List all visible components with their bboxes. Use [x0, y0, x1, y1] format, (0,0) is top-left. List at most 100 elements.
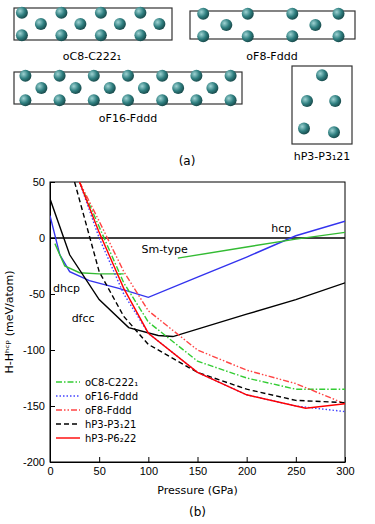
x-tick-label: 300	[336, 465, 354, 477]
atom	[225, 94, 237, 106]
panel-b: 0 50 100 150 200 250 300 -200 -150 -100 -50 0 50 Pres…	[3, 176, 355, 497]
series-line	[80, 182, 346, 389]
series-line	[50, 216, 345, 298]
figure: oC8-C222₁ oF8-Fddd oF16-Fddd hP3-P3₁21 (a) 0 5…	[0, 0, 375, 524]
x-tick-label: 200	[238, 465, 256, 477]
legend-swatch	[56, 395, 80, 396]
x-tick-label: 50	[94, 465, 106, 477]
y-tick-mark	[50, 350, 55, 351]
y-tick-mark	[50, 406, 55, 407]
atom	[206, 82, 218, 94]
x-tick-label: 0	[47, 465, 53, 477]
atom	[55, 7, 67, 19]
atom	[286, 8, 298, 20]
series-line	[80, 182, 346, 412]
x-tick: 50	[94, 457, 106, 477]
legend-swatch	[56, 437, 80, 438]
unit-cell	[292, 66, 352, 144]
structure: hP3-P3₁21	[292, 66, 352, 163]
atom	[35, 18, 47, 30]
y-axis-title: H-Hʰᶜᵖ (meV/atom)	[3, 270, 16, 373]
series-line	[80, 182, 346, 408]
x-axis: 0 50 100 150 200 250 300	[47, 457, 354, 477]
atom	[16, 7, 28, 19]
x-tick: 100	[140, 457, 158, 477]
atom	[286, 30, 298, 42]
atom	[190, 94, 202, 106]
atom	[54, 94, 66, 106]
atom	[316, 69, 328, 81]
atom	[104, 82, 116, 94]
atom	[88, 70, 100, 82]
x-tick-label: 250	[287, 465, 305, 477]
atom	[172, 82, 184, 94]
atom	[19, 94, 31, 106]
atom	[309, 19, 321, 31]
x-tick-mark	[247, 457, 248, 462]
curve-label: dhcp	[53, 282, 80, 295]
panel-label: (b)	[189, 505, 206, 519]
atom	[328, 126, 340, 138]
panel-a: oC8-C222₁ oF8-Fddd oF16-Fddd hP3-P3₁21	[14, 7, 355, 163]
series-line	[80, 182, 346, 404]
atom	[122, 94, 134, 106]
atom	[122, 70, 134, 82]
unit-cell	[14, 8, 172, 40]
atom	[298, 122, 310, 134]
unit-cell	[190, 11, 355, 39]
panel-label: (a)	[179, 154, 196, 168]
atom	[138, 82, 150, 94]
atom	[197, 30, 209, 42]
atom	[88, 94, 100, 106]
structure: oF8-Fddd	[190, 8, 355, 63]
atom	[134, 7, 146, 19]
x-tick-label: 150	[189, 465, 207, 477]
legend-swatch	[56, 423, 80, 424]
y-tick: -50	[29, 288, 55, 300]
y-tick-label: -50	[29, 288, 45, 300]
atom	[74, 18, 86, 30]
atom	[220, 19, 232, 31]
x-axis-title: Pressure (GPa)	[157, 484, 237, 497]
x-tick-mark	[99, 457, 100, 462]
structure-label: oF16-Fddd	[99, 112, 157, 125]
atom	[197, 8, 209, 20]
atom	[153, 18, 165, 30]
legend: oC8-C222₁oF16-FdddoF8-FdddhP3-P3₁21hP3-P…	[56, 377, 138, 444]
atom	[54, 70, 66, 82]
atom	[301, 95, 313, 107]
atom	[329, 95, 341, 107]
curve-label: Sm-type	[141, 243, 187, 256]
structure-label: hP3-P3₁21	[294, 150, 351, 163]
atom	[134, 29, 146, 41]
atom	[242, 30, 254, 42]
atom	[333, 8, 345, 20]
atom	[242, 8, 254, 20]
y-tick-label: 50	[33, 176, 45, 188]
x-tick-label: 100	[140, 465, 158, 477]
atom	[225, 70, 237, 82]
atom	[70, 82, 82, 94]
y-tick-label: -150	[23, 400, 45, 412]
atom	[95, 7, 107, 19]
y-tick-label: 0	[39, 232, 45, 244]
legend-swatch	[56, 381, 80, 382]
atom	[156, 94, 168, 106]
structure-label: oC8-C222₁	[63, 50, 121, 63]
atom	[19, 70, 31, 82]
structure: oC8-C222₁	[14, 7, 172, 63]
curve-label: dfcc	[72, 312, 95, 325]
legend-label: hP3-P3₁21	[85, 419, 136, 430]
atom	[35, 82, 47, 94]
atom	[156, 70, 168, 82]
atom	[95, 29, 107, 41]
y-tick-label: -100	[23, 344, 45, 356]
y-tick-label: -200	[23, 456, 45, 468]
x-tick-mark	[198, 457, 199, 462]
legend-swatch	[56, 409, 80, 410]
x-tick: 150	[189, 457, 207, 477]
atom	[333, 30, 345, 42]
atom	[114, 18, 126, 30]
x-tick: 200	[238, 457, 256, 477]
x-tick-mark	[148, 457, 149, 462]
